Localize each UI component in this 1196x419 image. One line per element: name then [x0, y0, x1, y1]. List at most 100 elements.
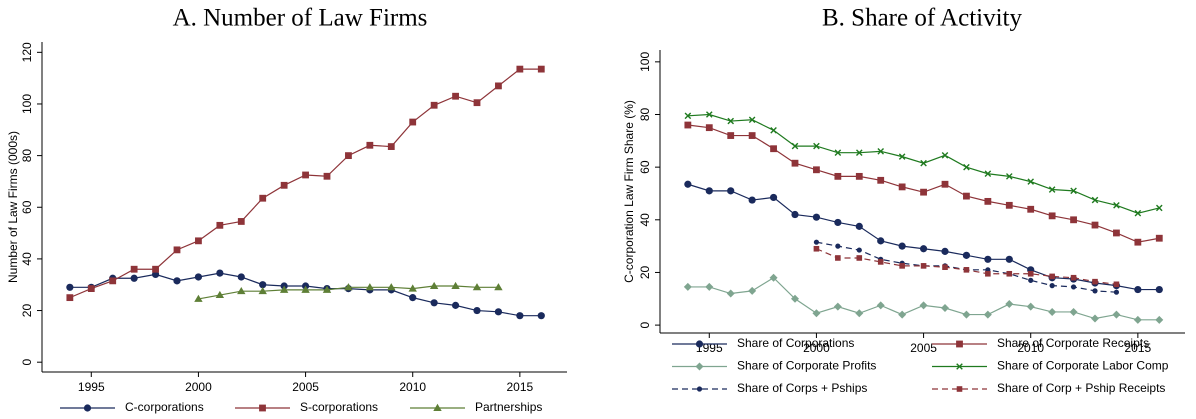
marker [941, 247, 949, 255]
y-tick-label: 120 [20, 42, 34, 62]
marker [705, 111, 713, 118]
marker [1133, 315, 1142, 324]
marker [1048, 307, 1057, 316]
x-tick-label: 2010 [1017, 341, 1044, 355]
marker [920, 188, 927, 196]
marker [812, 213, 821, 221]
marker [833, 302, 842, 311]
marker [696, 386, 703, 392]
marker [962, 251, 971, 259]
y-axis-label: Number of Law Firms (000s) [6, 131, 20, 283]
marker [409, 118, 417, 126]
marker [898, 310, 907, 319]
marker [495, 82, 502, 90]
marker [387, 143, 395, 150]
marker [258, 286, 267, 295]
marker [1028, 277, 1034, 283]
marker [898, 153, 906, 160]
marker [152, 265, 159, 273]
marker [695, 340, 704, 348]
marker [705, 124, 713, 132]
marker [984, 197, 992, 205]
marker [877, 148, 885, 155]
marker [835, 255, 841, 261]
marker [1005, 255, 1013, 263]
marker [941, 180, 949, 188]
x-tick-label: 1995 [78, 380, 105, 394]
marker [920, 263, 927, 269]
x-tick-label: 2000 [803, 341, 830, 355]
marker [516, 65, 524, 73]
marker [279, 285, 289, 293]
marker [791, 210, 799, 219]
legend-label: Share of Corporate Profits [737, 359, 876, 373]
marker [983, 310, 992, 319]
marker [1027, 205, 1035, 213]
x-tick-label: 2000 [185, 380, 212, 394]
marker [791, 142, 799, 150]
legend-label: Share of Corporate Labor Comp [997, 359, 1169, 373]
marker [1155, 234, 1163, 242]
y-tick-label: 60 [638, 160, 652, 174]
marker [855, 309, 864, 318]
marker [451, 301, 460, 309]
marker [472, 283, 482, 291]
marker [1070, 284, 1077, 290]
marker [813, 142, 820, 150]
marker [898, 242, 906, 250]
marker [409, 294, 417, 302]
marker [194, 294, 203, 302]
marker [1026, 302, 1035, 311]
marker [1134, 238, 1142, 246]
marker [684, 180, 692, 188]
x-tick-label: 2015 [1125, 341, 1152, 355]
marker [748, 132, 756, 139]
marker [87, 285, 95, 292]
line [687, 183, 1160, 291]
line [69, 68, 542, 299]
series [684, 121, 1163, 246]
marker [494, 308, 503, 316]
marker [855, 149, 863, 156]
marker [473, 99, 481, 107]
marker [855, 172, 863, 180]
marker [345, 152, 352, 160]
marker [984, 255, 992, 263]
marker [216, 269, 224, 277]
marker [770, 145, 777, 153]
marker [1070, 216, 1077, 224]
marker [1134, 209, 1142, 217]
marker [683, 282, 692, 291]
marker [216, 221, 224, 229]
y-tick-label: 40 [20, 252, 34, 266]
marker [1113, 229, 1120, 237]
marker [835, 243, 841, 249]
marker [1113, 289, 1120, 295]
legend-label: Share of Corps + Pships [737, 381, 867, 395]
marker [1070, 187, 1077, 195]
marker [919, 245, 928, 253]
line [687, 276, 1160, 321]
marker [726, 289, 735, 298]
chart-title: B. Share of Activity [822, 5, 1022, 32]
marker [791, 294, 799, 303]
marker [1049, 273, 1055, 280]
marker [1091, 314, 1099, 323]
marker [1069, 307, 1078, 316]
marker [956, 363, 963, 370]
marker [942, 264, 948, 270]
marker [408, 284, 417, 292]
marker [705, 282, 714, 291]
marker [813, 239, 820, 245]
series [683, 273, 1164, 324]
marker [1005, 173, 1013, 180]
marker [259, 194, 267, 202]
marker [1006, 270, 1013, 277]
marker [387, 283, 396, 291]
marker [516, 312, 524, 320]
marker [259, 281, 267, 289]
marker [956, 340, 963, 348]
marker [855, 222, 863, 230]
marker [834, 218, 842, 227]
marker [83, 404, 92, 412]
